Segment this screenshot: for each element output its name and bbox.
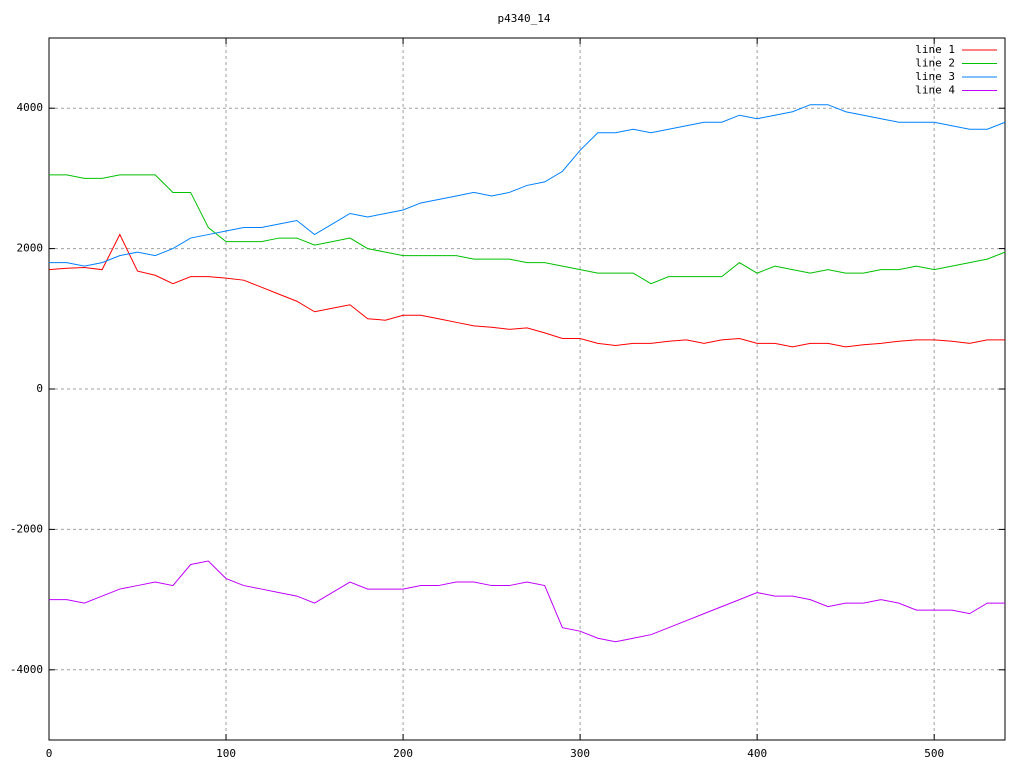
legend-label: line 4 xyxy=(915,84,955,97)
legend-label: line 1 xyxy=(915,43,955,56)
y-tick-label: -4000 xyxy=(10,663,43,676)
plot-frame xyxy=(48,37,1006,741)
x-tick-label: 500 xyxy=(924,747,944,760)
y-tick-label: 4000 xyxy=(17,101,44,114)
x-tick-label: 400 xyxy=(747,747,767,760)
x-tick-label: 200 xyxy=(393,747,413,760)
y-tick-label: 0 xyxy=(36,382,43,395)
legend-label: line 3 xyxy=(915,70,955,83)
data-line xyxy=(48,233,1005,348)
legend-label: line 2 xyxy=(915,57,955,70)
y-tick-label: 2000 xyxy=(17,242,44,255)
x-tick-label: 0 xyxy=(46,747,53,760)
x-tick-label: 300 xyxy=(570,747,590,760)
data-line xyxy=(49,560,1005,643)
data-line xyxy=(49,104,1006,267)
x-tick-label: 100 xyxy=(216,747,236,760)
chart-title: p4340_14 xyxy=(498,12,551,25)
data-line xyxy=(49,174,1006,285)
y-tick-label: -2000 xyxy=(10,522,43,535)
